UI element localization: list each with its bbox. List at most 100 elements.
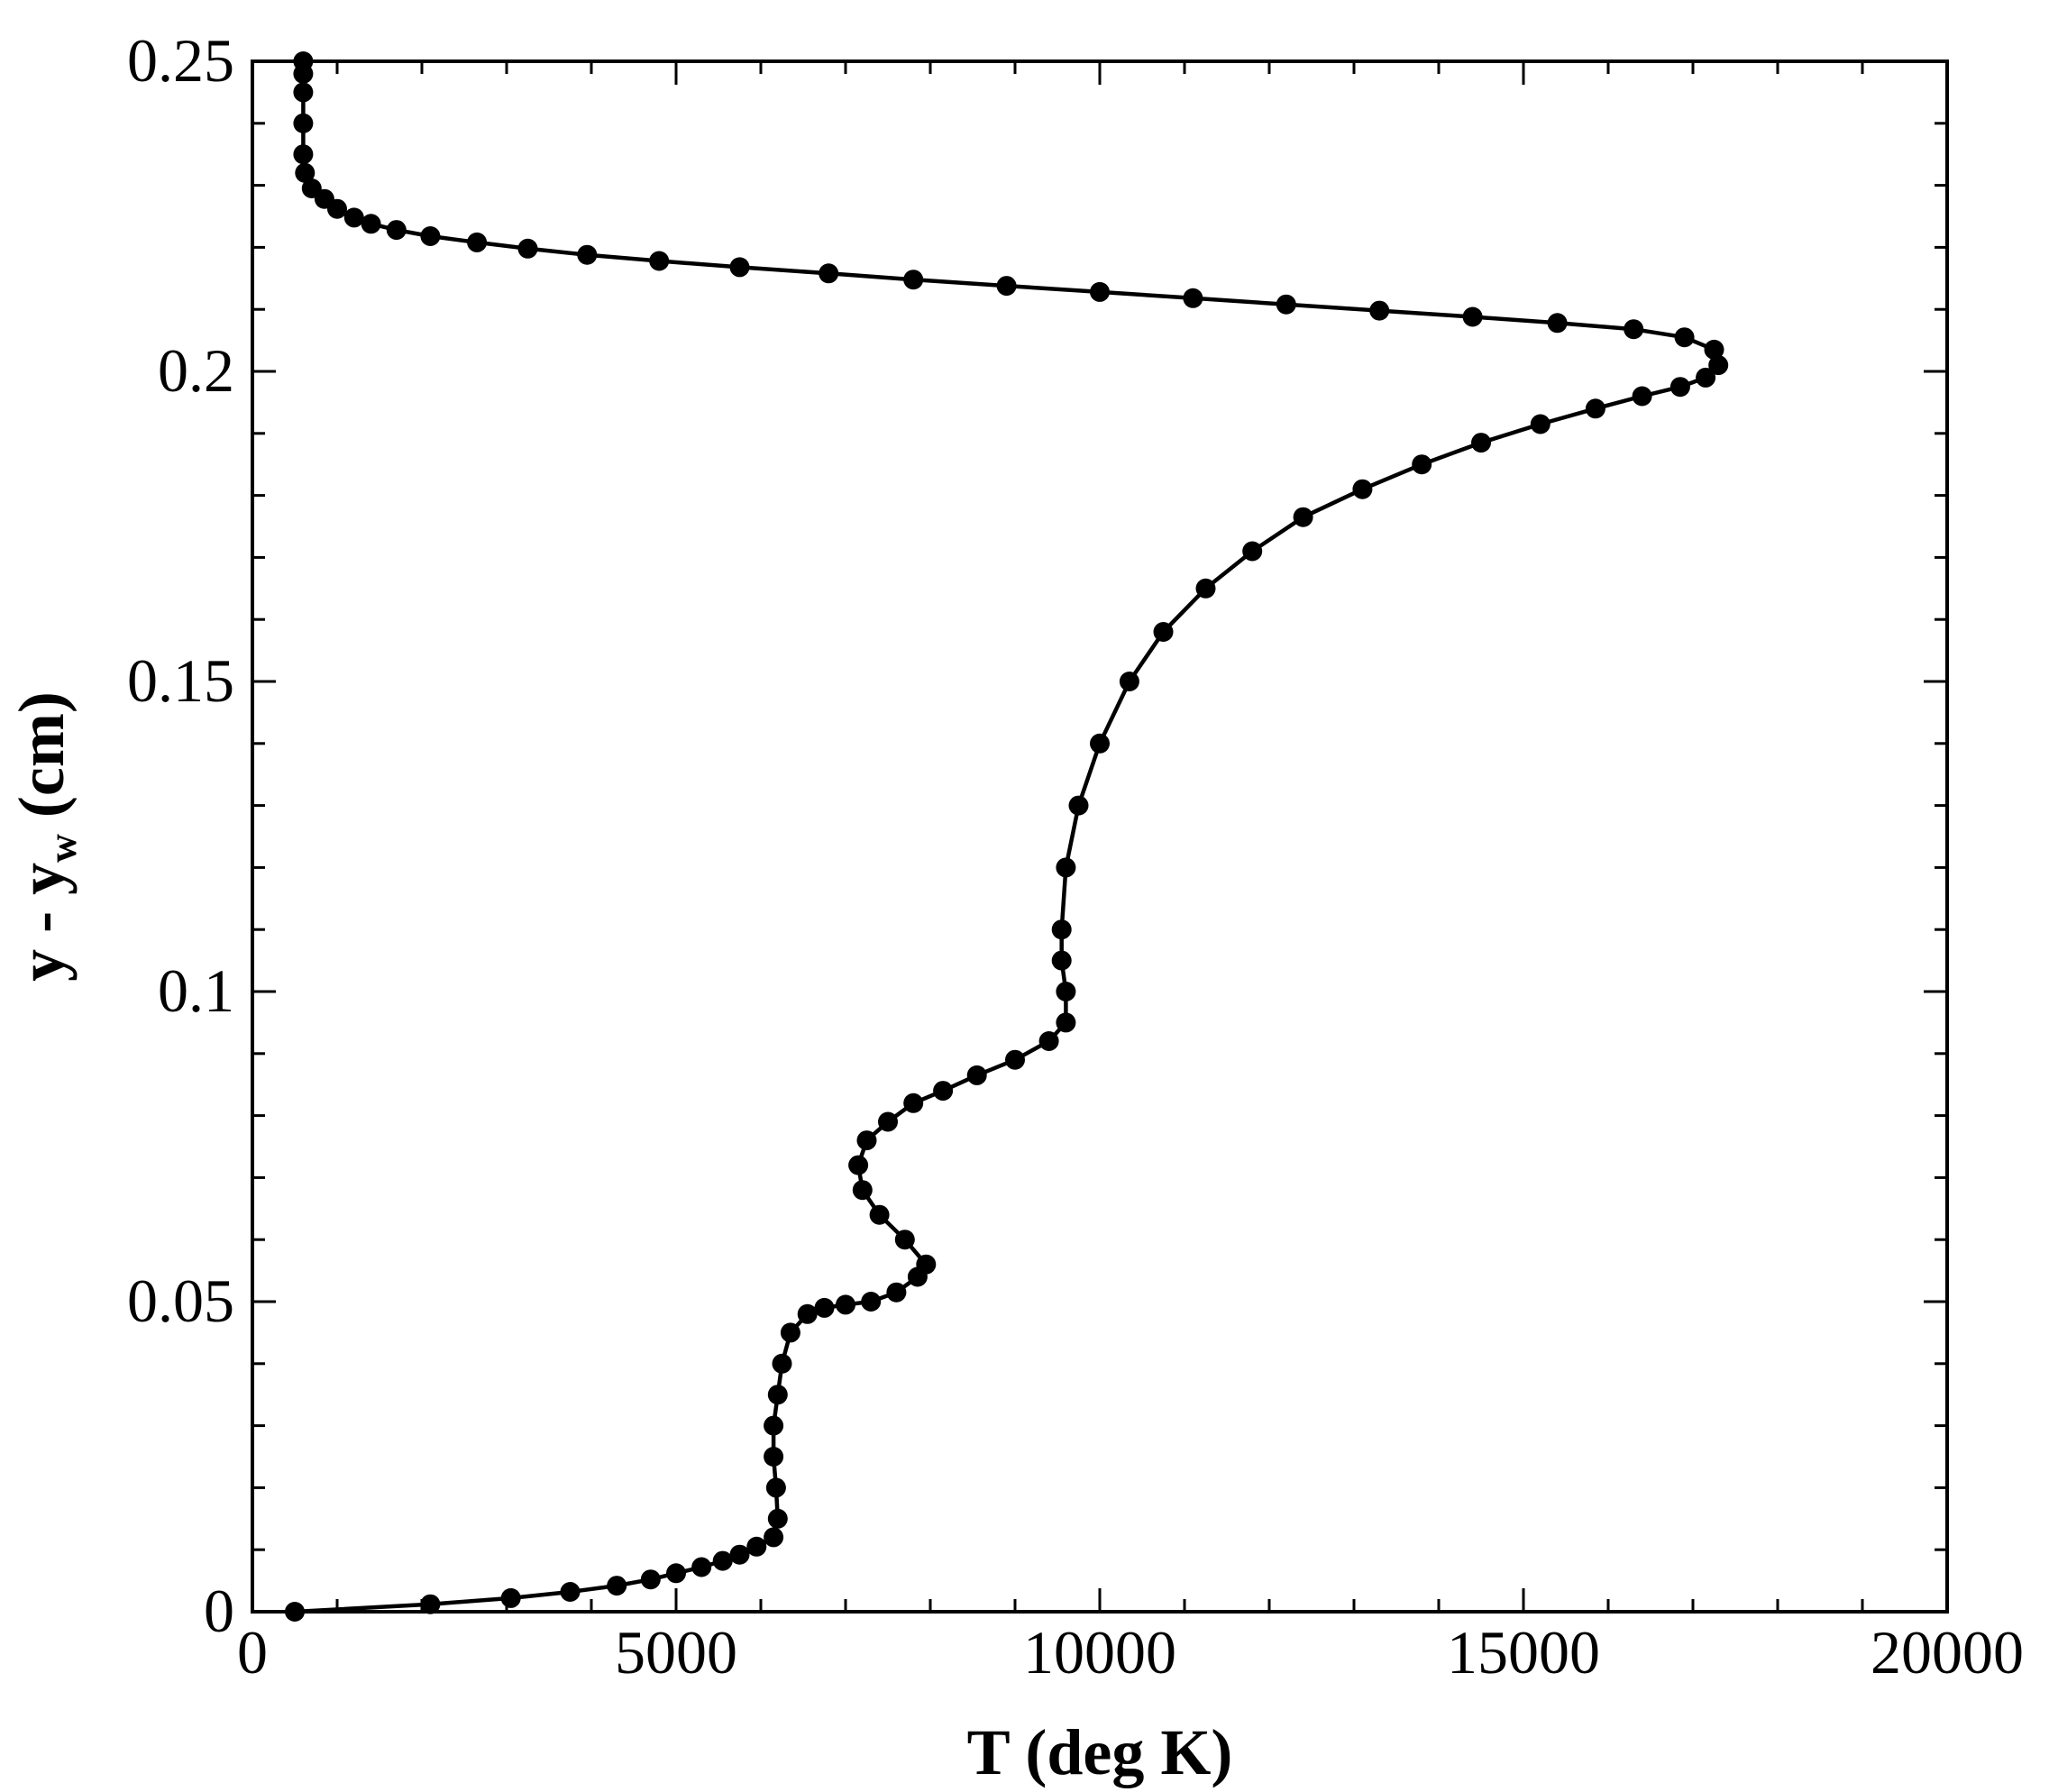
x-tick-labels: 0 5000 10000 15000 20000 [237, 1618, 2024, 1687]
x-tick-label: 0 [237, 1618, 268, 1687]
data-point [966, 1065, 987, 1085]
data-point [861, 1292, 882, 1312]
data-point [1195, 578, 1216, 599]
data-point [420, 226, 441, 246]
data-point [1153, 622, 1174, 642]
data-point [1632, 386, 1652, 407]
data-point [764, 1527, 784, 1548]
data-point [1090, 733, 1110, 754]
data-point [500, 1587, 521, 1608]
data-point [767, 1385, 788, 1405]
data-point [1068, 795, 1089, 816]
data-point [869, 1204, 890, 1225]
data-point [1669, 377, 1690, 398]
data-point [1051, 919, 1072, 940]
data-point [1051, 950, 1072, 971]
data-point [1624, 319, 1644, 340]
data-point [467, 232, 488, 252]
series-line [292, 59, 1721, 1614]
y-tick-label: 0.05 [127, 1266, 234, 1335]
data-point [517, 238, 538, 259]
data-point [1462, 306, 1483, 327]
data-point [764, 1447, 784, 1467]
data-point [878, 1111, 898, 1132]
data-point [1038, 1031, 1059, 1051]
data-point [293, 82, 314, 103]
data-point [903, 1093, 924, 1113]
data-point [577, 244, 598, 265]
data-point [1276, 294, 1296, 315]
x-tick-label: 20000 [1871, 1618, 2024, 1687]
y-tick-label: 0.2 [158, 336, 234, 405]
data-point [933, 1081, 954, 1102]
data-point [894, 1230, 915, 1250]
data-point [301, 178, 322, 198]
data-point [886, 1282, 907, 1303]
data-point [819, 263, 839, 284]
data-point [1090, 281, 1110, 302]
data-point [1471, 433, 1491, 453]
x-tick-label: 10000 [1023, 1618, 1176, 1687]
data-point [772, 1353, 792, 1374]
y-axis-title-unit: (cm) [5, 691, 78, 818]
data-point [996, 276, 1017, 297]
y-tick-label: 0 [204, 1577, 234, 1645]
data-point [560, 1582, 581, 1602]
data-point [295, 162, 316, 183]
data-point [852, 1180, 873, 1201]
x-axis-title: T (deg K) [967, 1716, 1233, 1788]
data-point [765, 1477, 786, 1498]
data-point [1412, 454, 1432, 475]
data-point [640, 1569, 661, 1590]
data-point [729, 1544, 750, 1565]
svg-text:y - yw (cm): y - yw (cm) [5, 691, 85, 982]
data-point [1352, 479, 1373, 499]
y-tick-label: 0.25 [127, 26, 234, 95]
data-point [1708, 355, 1729, 376]
series-markers [285, 51, 1729, 1622]
data-point [814, 1297, 835, 1318]
data-point [712, 1550, 733, 1571]
y-tick-label: 0.1 [158, 956, 234, 1025]
x-tick-label: 15000 [1447, 1618, 1600, 1687]
data-point [1056, 982, 1076, 1001]
y-axis-title: y - yw (cm) [5, 691, 85, 982]
data-point [649, 251, 670, 271]
minor-ticks [252, 61, 1947, 1612]
data-point [1585, 398, 1605, 419]
data-point [666, 1563, 686, 1584]
data-point [856, 1130, 877, 1151]
x-tick-label: 5000 [615, 1618, 737, 1687]
data-point [848, 1155, 869, 1175]
data-point [1369, 300, 1390, 321]
data-point [746, 1536, 767, 1557]
data-point [1530, 414, 1550, 434]
data-point [1242, 541, 1263, 562]
data-point [1183, 288, 1203, 308]
data-point [691, 1557, 712, 1577]
data-point [1056, 1012, 1076, 1033]
data-point [285, 1602, 305, 1622]
y-tick-label: 0.15 [127, 646, 234, 715]
data-point [293, 51, 314, 71]
data-point [764, 1415, 784, 1436]
y-axis-title-space [5, 818, 78, 834]
y-axis-title-sub: w [41, 834, 85, 863]
data-point [420, 1594, 441, 1614]
y-tick-labels: 0 0.05 0.1 0.15 0.2 0.25 [127, 26, 234, 1645]
data-point [1674, 327, 1695, 348]
data-point [293, 144, 314, 165]
data-point [729, 257, 750, 278]
data-point [1696, 367, 1716, 388]
data-point [361, 214, 381, 234]
plot-frame [251, 59, 1949, 1614]
data-point [903, 270, 924, 290]
data-point [343, 207, 364, 228]
data-point [1293, 507, 1313, 527]
y-axis-title-main: y - y [5, 863, 78, 982]
data-point [916, 1254, 937, 1275]
data-point [767, 1508, 788, 1529]
data-point [1005, 1049, 1025, 1070]
data-point [386, 220, 407, 241]
